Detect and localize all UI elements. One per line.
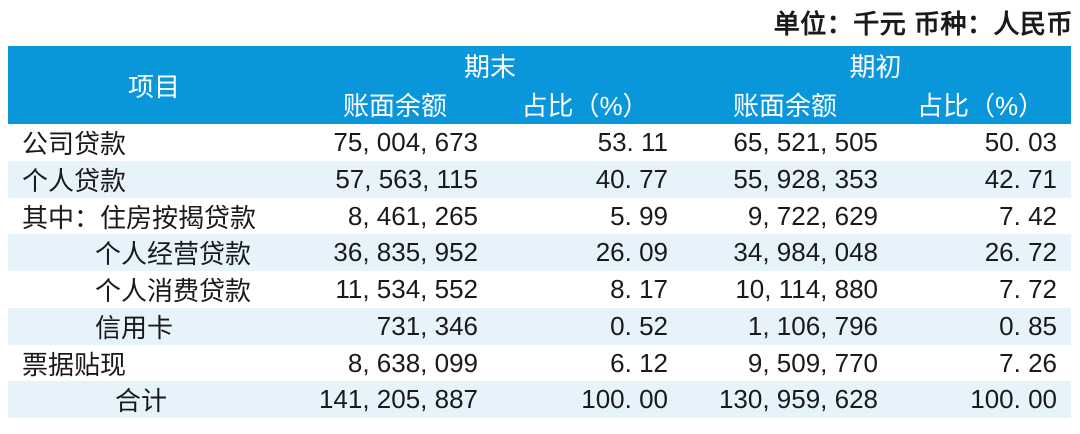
end-balance-cell: 11, 534, 552 xyxy=(335,274,478,304)
subheader-row: 账面余额 占比（%） 账面余额 占比（%） xyxy=(300,85,1071,124)
table-body: 公司贷款 75, 004, 673 53. 11 65, 521, 505 50… xyxy=(8,124,1071,418)
begin-pct-cell: 7. 42 xyxy=(999,200,1057,231)
end-pct-cell: 40. 77 xyxy=(595,163,668,194)
table-row-personal-business: 个人经营贷款 36, 835, 952 26. 09 34, 984, 048 … xyxy=(8,234,1071,271)
table-row-housing-mortgage: 其中：住房按揭贷款 8, 461, 265 5. 99 9, 722, 629 … xyxy=(8,198,1071,235)
end-balance-cell: 36, 835, 952 xyxy=(333,237,478,268)
begin-balance-cell: 55, 928, 353 xyxy=(733,163,878,194)
table-row-credit-card: 信用卡 731, 346 0. 52 1, 106, 796 0. 85 xyxy=(8,307,1071,345)
begin-pct-cell: 7. 72 xyxy=(999,274,1057,304)
row-label: 票据贴现 xyxy=(22,349,127,380)
end-pct-cell: 26. 09 xyxy=(595,237,668,268)
column-group-period-end: 期末 xyxy=(463,52,516,82)
unit-currency-note: 单位：千元 币种：人民币 xyxy=(773,9,1073,39)
begin-balance-cell: 34, 984, 048 xyxy=(733,237,878,268)
row-label: 公司贷款 xyxy=(22,129,127,159)
end-pct-cell: 100. 00 xyxy=(581,384,668,415)
begin-pct-cell: 42. 71 xyxy=(984,163,1057,194)
end-balance-cell: 57, 563, 115 xyxy=(335,163,478,194)
begin-balance-cell: 10, 114, 880 xyxy=(735,274,878,304)
begin-balance-cell: 65, 521, 505 xyxy=(733,127,878,157)
begin-balance-cell: 1, 106, 796 xyxy=(747,310,878,341)
table-row-personal-loans: 个人贷款 57, 563, 115 40. 77 55, 928, 353 42… xyxy=(8,160,1071,198)
subheader-end-balance: 账面余额 xyxy=(342,91,447,121)
begin-balance-cell: 9, 722, 629 xyxy=(747,200,878,231)
end-balance-cell: 8, 461, 265 xyxy=(347,200,478,231)
row-label: 其中：住房按揭贷款 xyxy=(22,202,257,233)
table-row-total: 合计 141, 205, 887 100. 00 130, 959, 628 1… xyxy=(8,381,1071,418)
subheader-end-pct: 占比（%） xyxy=(521,91,649,121)
end-balance-cell: 75, 004, 673 xyxy=(333,127,478,157)
subheader-begin-balance: 账面余额 xyxy=(732,91,837,121)
subheader-begin-pct: 占比（%） xyxy=(916,91,1045,121)
begin-pct-cell: 26. 72 xyxy=(984,237,1057,268)
end-pct-cell: 0. 52 xyxy=(610,310,668,341)
begin-pct-cell: 50. 03 xyxy=(984,127,1057,157)
table-row-personal-consumption: 个人消费贷款 11, 534, 552 8. 17 10, 114, 880 7… xyxy=(8,271,1071,308)
end-pct-cell: 6. 12 xyxy=(610,347,668,378)
row-label: 合计 xyxy=(115,386,168,417)
end-pct-cell: 53. 11 xyxy=(597,127,668,157)
end-pct-cell: 5. 99 xyxy=(610,200,668,231)
column-group-period-begin: 期初 xyxy=(849,52,902,82)
begin-pct-cell: 7. 26 xyxy=(999,347,1057,378)
row-label: 信用卡 xyxy=(95,312,174,343)
table-row-corporate-loans: 公司贷款 75, 004, 673 53. 11 65, 521, 505 50… xyxy=(8,124,1071,161)
begin-balance-cell: 9, 509, 770 xyxy=(747,347,878,378)
row-label: 个人贷款 xyxy=(22,165,127,196)
begin-pct-cell: 0. 85 xyxy=(999,310,1057,341)
end-pct-cell: 8. 17 xyxy=(610,274,668,304)
loan-breakdown-table: 项目 期末 期初 账面余额 占比（%） 账面余额 占比（%） 公司贷款 75, … xyxy=(8,46,1071,418)
row-label: 个人经营贷款 xyxy=(95,239,252,270)
end-balance-cell: 141, 205, 887 xyxy=(318,384,478,415)
column-header-item: 项目 xyxy=(127,71,180,102)
row-label: 个人消费贷款 xyxy=(95,276,252,306)
end-balance-cell: 731, 346 xyxy=(376,310,478,341)
begin-balance-cell: 130, 959, 628 xyxy=(718,384,878,415)
period-group-row: 期末 期初 xyxy=(300,46,1071,85)
begin-pct-cell: 100. 00 xyxy=(970,384,1057,415)
end-balance-cell: 8, 638, 099 xyxy=(347,347,478,378)
table-header: 项目 期末 期初 账面余额 占比（%） 账面余额 占比（%） xyxy=(8,46,1071,124)
header-right-group: 期末 期初 账面余额 占比（%） 账面余额 占比（%） xyxy=(300,46,1071,124)
table-row-bill-discounting: 票据贴现 8, 638, 099 6. 12 9, 509, 770 7. 26 xyxy=(8,345,1071,382)
